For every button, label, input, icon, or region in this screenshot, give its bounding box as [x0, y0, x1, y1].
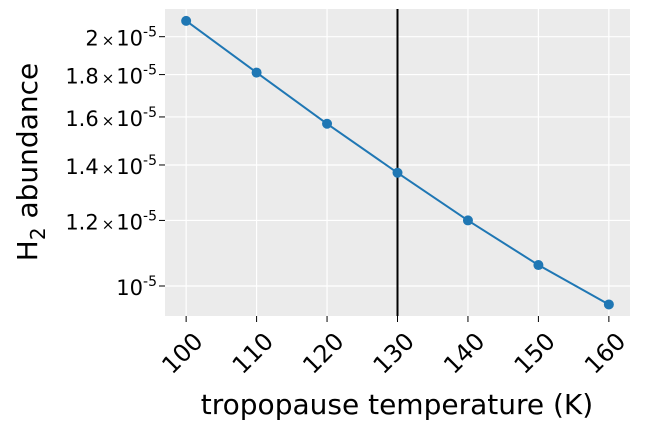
data-point: [533, 260, 544, 271]
x-tick-label: 140: [438, 327, 490, 379]
data-point: [603, 299, 614, 310]
y-tick-label: 1.2 ×10-5: [65, 208, 157, 234]
x-tick-label: 130: [368, 327, 420, 379]
y-axis-label: H2 abundance: [11, 63, 50, 261]
data-point: [462, 215, 473, 226]
x-tick-label: 110: [227, 327, 279, 379]
x-tick-label: 100: [156, 327, 208, 379]
y-axis-label-subscript: 2: [26, 227, 50, 240]
y-tick-label: 1.8 ×10-5: [65, 63, 157, 89]
x-axis-label: tropopause temperature (K): [201, 388, 593, 421]
data-point: [181, 15, 192, 26]
x-tick-label: 120: [297, 327, 349, 379]
x-tick-label: 160: [579, 327, 631, 379]
x-tick-label: 150: [509, 327, 561, 379]
y-tick-label: 2 ×10-5: [85, 25, 157, 51]
x-axis: 100 110 120 130 140 150 160: [156, 316, 631, 379]
y-tick-label: 10-5: [116, 274, 157, 300]
data-point: [251, 67, 262, 78]
y-tick-label: 1.6 ×10-5: [65, 105, 157, 131]
data-point: [322, 118, 333, 129]
y-tick-label: 1.4 ×10-5: [65, 153, 157, 179]
series-layer: [181, 15, 614, 310]
data-point: [392, 167, 403, 178]
y-axis: 2 ×10-5 1.8 ×10-5 1.6 ×10-5 1.4 ×10-5 1.2 ×10-5 10…: [65, 25, 165, 300]
